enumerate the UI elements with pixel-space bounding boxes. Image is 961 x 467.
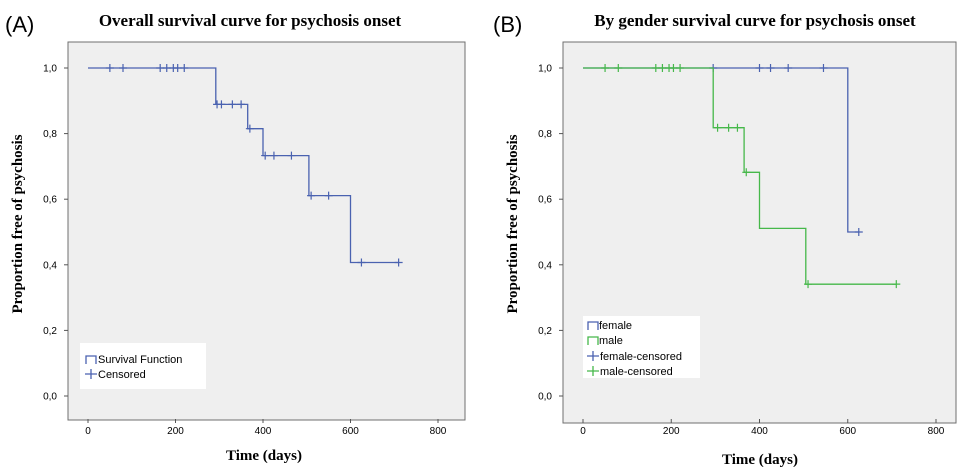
panel-a-censor-mark: [261, 151, 270, 160]
panel-b-censor-mark: [742, 168, 751, 177]
panel-a-censor-mark: [217, 100, 226, 109]
panel-a-series-survival-function-line: [88, 67, 399, 264]
panel-b-x-tick-label: 0: [580, 426, 586, 437]
panel-a-x-tick-label: 0: [85, 426, 91, 437]
panel-b-y-tick-label: 1,0: [538, 64, 552, 75]
panel-b-censor-mark: [614, 64, 623, 72]
panel-b-x-tick-label: 800: [928, 426, 945, 437]
panel-a-x-axis-title: Time (days): [226, 448, 302, 464]
panel-b-letter: (B): [493, 12, 522, 37]
panel-b-y-tick-label: 0,4: [538, 260, 552, 271]
panel-b-y-tick-label: 0,2: [538, 326, 552, 337]
panel-b-censor-mark: [713, 123, 722, 132]
panel-b-censor-mark: [676, 64, 685, 72]
panel-b-y-tick-label: 0,8: [538, 129, 552, 140]
panel-a-x-tick-label: 800: [430, 426, 447, 437]
panel-a-y-tick-label: 0,4: [43, 260, 57, 271]
panel-b-series-male-line: [583, 67, 897, 285]
panel-b-censor-mark: [601, 64, 610, 72]
panel-b-censor-mark: [755, 64, 764, 72]
panel-a-censor-mark: [180, 64, 189, 72]
panel-a-legend-box: [80, 343, 206, 389]
panel-a-censor-mark: [307, 191, 316, 200]
legend-male-swatch: [587, 336, 599, 345]
panel-a-y-tick-label: 1,0: [43, 64, 57, 75]
panel-b-legend-label-1: male: [599, 335, 623, 347]
panel-a-legend-label-0: Survival Function: [98, 354, 182, 366]
panel-b-title: By gender survival curve for psychosis o…: [594, 11, 916, 30]
panel-b-censor-mark: [733, 123, 742, 132]
panel-b: (B) By gender survival curve for psychos…: [493, 11, 957, 467]
panel-a-y-tick-label: 0,0: [43, 392, 57, 403]
panel-a-censor-mark: [245, 124, 254, 133]
legend-step-swatch: [85, 355, 97, 364]
panel-a-y-axis-title: Proportion free of psychosis: [10, 134, 26, 313]
panel-b-y-axis-title: Proportion free of psychosis: [505, 134, 521, 313]
legend-censor-swatch: [85, 369, 97, 379]
panel-b-censor-mark: [724, 123, 733, 132]
panel-b-censor-mark: [892, 280, 901, 289]
panel-b-censor-mark: [854, 228, 863, 236]
panel-b-censor-mark: [766, 64, 775, 72]
panel-a-y-tick-label: 0,8: [43, 129, 57, 140]
panel-a-x-tick-label: 600: [342, 426, 359, 437]
panel-a-censor-mark: [119, 64, 127, 72]
panel-a-censor-mark: [394, 258, 403, 267]
panel-a-x-tick-label: 400: [255, 426, 272, 437]
panel-b-legend-label-2: female-censored: [600, 351, 682, 363]
panel-a-censor-mark: [357, 258, 366, 267]
panel-a-censor-mark: [228, 100, 237, 109]
panel-b-x-tick-label: 200: [663, 426, 680, 437]
panel-b-x-tick-label: 400: [751, 426, 768, 437]
legend-male-censor-swatch: [587, 366, 599, 376]
panel-a-censor-mark: [269, 151, 278, 160]
panel-b-legend: female male female-censored male-censore…: [583, 316, 700, 378]
panel-b-y-tick-label: 0,6: [538, 195, 552, 206]
panel-a-title: Overall survival curve for psychosis ons…: [99, 11, 402, 30]
panel-b-x-axis-title: Time (days): [722, 452, 798, 467]
panel-a-censor-mark: [324, 191, 333, 200]
panel-b-y-tick-label: 0,0: [538, 392, 552, 403]
panel-a: (A) Overall survival curve for psychosis…: [5, 11, 466, 464]
panel-a-y-tick-label: 0,2: [43, 326, 57, 337]
panel-a-legend: Survival Function Censored: [80, 343, 206, 389]
panel-b-legend-box: [583, 316, 700, 378]
panel-a-censor-mark: [287, 151, 296, 160]
panel-b-legend-label-3: male-censored: [600, 366, 673, 378]
legend-female-censor-swatch: [587, 351, 599, 361]
panel-b-x-tick-label: 600: [839, 426, 856, 437]
panel-a-censor-mark: [237, 100, 246, 109]
panel-b-censor-mark: [784, 64, 793, 72]
panel-a-marks: 0 200 400 600 800 0,0 0,2 0,4 0,6 0,8 1,0: [43, 64, 447, 438]
panel-b-censor-mark: [804, 280, 813, 289]
panel-b-legend-label-0: female: [599, 320, 632, 332]
panel-a-censor-mark: [105, 64, 114, 72]
panel-b-censor-mark: [819, 64, 828, 72]
panel-a-x-tick-label: 200: [167, 426, 184, 437]
panel-b-marks: 0 200 400 600 800 0,0 0,2 0,4 0,6 0,8 1,0: [538, 64, 945, 438]
panel-a-letter: (A): [5, 12, 34, 37]
panel-a-legend-label-1: Censored: [98, 369, 146, 381]
panel-a-y-tick-label: 0,6: [43, 195, 57, 206]
legend-female-swatch: [587, 321, 599, 330]
